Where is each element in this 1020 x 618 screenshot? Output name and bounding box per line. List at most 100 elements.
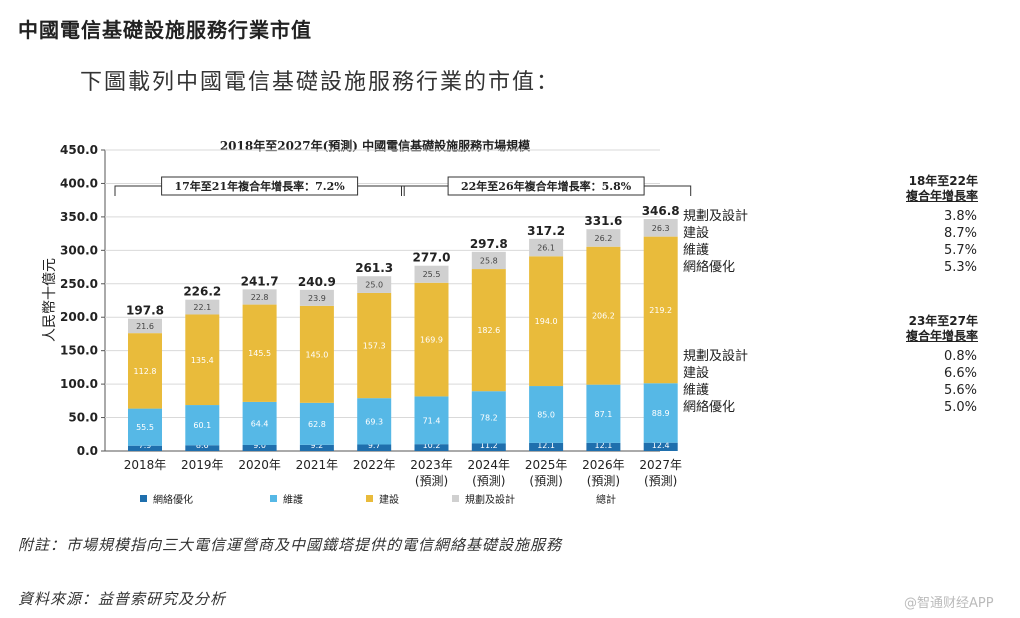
x-tick-label: 2026年 bbox=[582, 458, 625, 472]
segment-value-label: 71.4 bbox=[423, 416, 441, 425]
source-note: 資料來源：益普索研究及分析 bbox=[18, 590, 227, 608]
legend-label: 維護 bbox=[283, 493, 303, 506]
cagr-label: 網絡優化 bbox=[683, 400, 736, 415]
cagr-row: 維護 5.6% bbox=[683, 382, 977, 399]
bar-segment bbox=[185, 299, 220, 315]
segment-value-label: 219.2 bbox=[649, 306, 672, 315]
segment-value-label: 26.2 bbox=[594, 234, 612, 243]
bar-segment bbox=[643, 442, 678, 451]
bar-segment bbox=[128, 445, 162, 451]
segment-value-label: 62.8 bbox=[308, 420, 326, 429]
segment-value-label: 112.8 bbox=[134, 367, 157, 376]
segment-value-label: 145.0 bbox=[305, 350, 328, 359]
bar-segment bbox=[414, 265, 449, 283]
segment-value-label: 21.6 bbox=[136, 322, 154, 331]
annotation-box bbox=[447, 176, 645, 196]
bar-segment bbox=[586, 229, 621, 247]
cagr-annotations: 17年至21年複合年增長率：7.2% 22年至26年複合年增長率：5.8% bbox=[114, 176, 692, 196]
bar-segment bbox=[128, 318, 162, 334]
x-tick-label: 2019年 bbox=[181, 458, 224, 472]
bar-segment bbox=[471, 251, 506, 270]
cagr-value: 6.6% bbox=[943, 366, 977, 381]
annotation-box bbox=[161, 176, 359, 196]
bar-segment bbox=[414, 396, 449, 445]
bar-segment bbox=[299, 444, 334, 451]
bar-segment bbox=[586, 246, 621, 385]
cagr-label: 網絡優化 bbox=[683, 260, 736, 275]
cagr-label: 規劃及設計 bbox=[683, 349, 749, 364]
segment-value-label: 69.3 bbox=[365, 417, 383, 426]
bar-segment bbox=[299, 402, 334, 445]
legend-swatch bbox=[270, 495, 277, 502]
y-tick-label: 100.0 bbox=[60, 377, 98, 391]
segment-value-label: 22.1 bbox=[193, 303, 211, 312]
x-tick-label: 2021年 bbox=[296, 458, 339, 472]
legend-label: 建設 bbox=[379, 493, 399, 506]
y-tick-label: 350.0 bbox=[60, 210, 98, 224]
legend-label: 網絡優化 bbox=[153, 493, 193, 506]
y-tick-label: 0.0 bbox=[77, 444, 98, 458]
cagr-table-2-header: 23年至27年 複合年增長率 bbox=[838, 314, 978, 344]
cagr-label: 規劃及設計 bbox=[683, 209, 749, 224]
legend-swatch bbox=[452, 495, 459, 502]
bracket-left bbox=[401, 185, 449, 196]
y-tick-label: 400.0 bbox=[60, 176, 98, 190]
bar-segment bbox=[529, 442, 564, 451]
x-tick-sublabel: (預測) bbox=[529, 474, 562, 488]
y-axis-label: 人民幣十億元 bbox=[42, 258, 58, 342]
total-value-label: 331.6 bbox=[584, 214, 622, 228]
segment-value-label: 206.2 bbox=[592, 312, 615, 321]
total-value-label: 197.8 bbox=[126, 304, 164, 318]
cagr-row: 維護 5.7% bbox=[683, 242, 977, 259]
bar-segment bbox=[529, 238, 564, 257]
bar-segment bbox=[242, 401, 277, 445]
y-tick-label: 250.0 bbox=[60, 277, 98, 291]
x-tick-label: 2027年 bbox=[639, 458, 682, 472]
y-tick-label: 200.0 bbox=[60, 310, 98, 324]
segment-value-label: 9.0 bbox=[253, 441, 266, 450]
cagr-annotation-text: 17年至21年複合年增長率：7.2% bbox=[174, 179, 345, 193]
intro-text: 下圖載列中國電信基礎設施服務行業的市值： bbox=[80, 70, 561, 95]
bar-segment bbox=[357, 292, 392, 399]
cagr-table-2: 規劃及設計 0.8% 建設 6.6% 維護 5.6% 網絡優化 5.0% bbox=[683, 348, 977, 416]
cagr-value: 8.7% bbox=[943, 226, 977, 241]
segment-value-label: 25.5 bbox=[423, 270, 441, 279]
bar-segment bbox=[529, 256, 564, 387]
cagr-row: 網絡優化 5.0% bbox=[683, 399, 977, 416]
cagr-value: 5.3% bbox=[943, 260, 977, 275]
total-value-label: 346.8 bbox=[642, 204, 680, 218]
cagr-value: 5.7% bbox=[943, 243, 977, 258]
x-tick-sublabel: (預測) bbox=[472, 474, 505, 488]
cagr-value: 3.8% bbox=[943, 209, 977, 224]
bracket-left bbox=[114, 185, 162, 196]
bar-segment bbox=[185, 445, 220, 451]
segment-value-label: 194.0 bbox=[535, 317, 558, 326]
segment-value-label: 26.1 bbox=[537, 244, 555, 253]
legend-swatch bbox=[140, 495, 147, 502]
segment-value-label: 25.0 bbox=[365, 281, 383, 290]
bar-segment bbox=[643, 383, 678, 443]
bar-segment bbox=[471, 443, 506, 451]
bar-segment bbox=[299, 289, 334, 306]
cagr-table-1-title-line2: 複合年增長率 bbox=[905, 189, 978, 203]
cagr-row: 網絡優化 5.3% bbox=[683, 259, 977, 276]
legend-swatch bbox=[366, 495, 373, 502]
chart-title: 2018年至2027年(預測) 中國電信基礎設施服務市場規模 bbox=[220, 138, 531, 153]
x-tick-sublabel: (預測) bbox=[587, 474, 620, 488]
cagr-table-1: 規劃及設計 3.8% 建設 8.7% 維護 5.7% 網絡優化 5.3% bbox=[683, 208, 977, 276]
page-heading: 中國電信基礎設施服務行業市值 bbox=[18, 18, 312, 42]
cagr-row: 規劃及設計 3.8% bbox=[683, 208, 977, 225]
segment-value-label: 25.8 bbox=[480, 256, 498, 265]
cagr-label: 維護 bbox=[683, 243, 710, 258]
segment-value-label: 157.3 bbox=[363, 342, 386, 351]
cagr-table-1-header: 18年至22年 複合年增長率 bbox=[838, 174, 978, 204]
bracket-right bbox=[357, 185, 405, 196]
x-tick-label: 2018年 bbox=[124, 458, 167, 472]
x-tick-sublabel: (預測) bbox=[644, 474, 677, 488]
total-value-label: 277.0 bbox=[413, 251, 451, 265]
x-tick-label: 2022年 bbox=[353, 458, 396, 472]
segment-value-label: 60.1 bbox=[193, 421, 211, 430]
total-value-label: 297.8 bbox=[470, 237, 508, 251]
bar-segment bbox=[128, 408, 162, 446]
